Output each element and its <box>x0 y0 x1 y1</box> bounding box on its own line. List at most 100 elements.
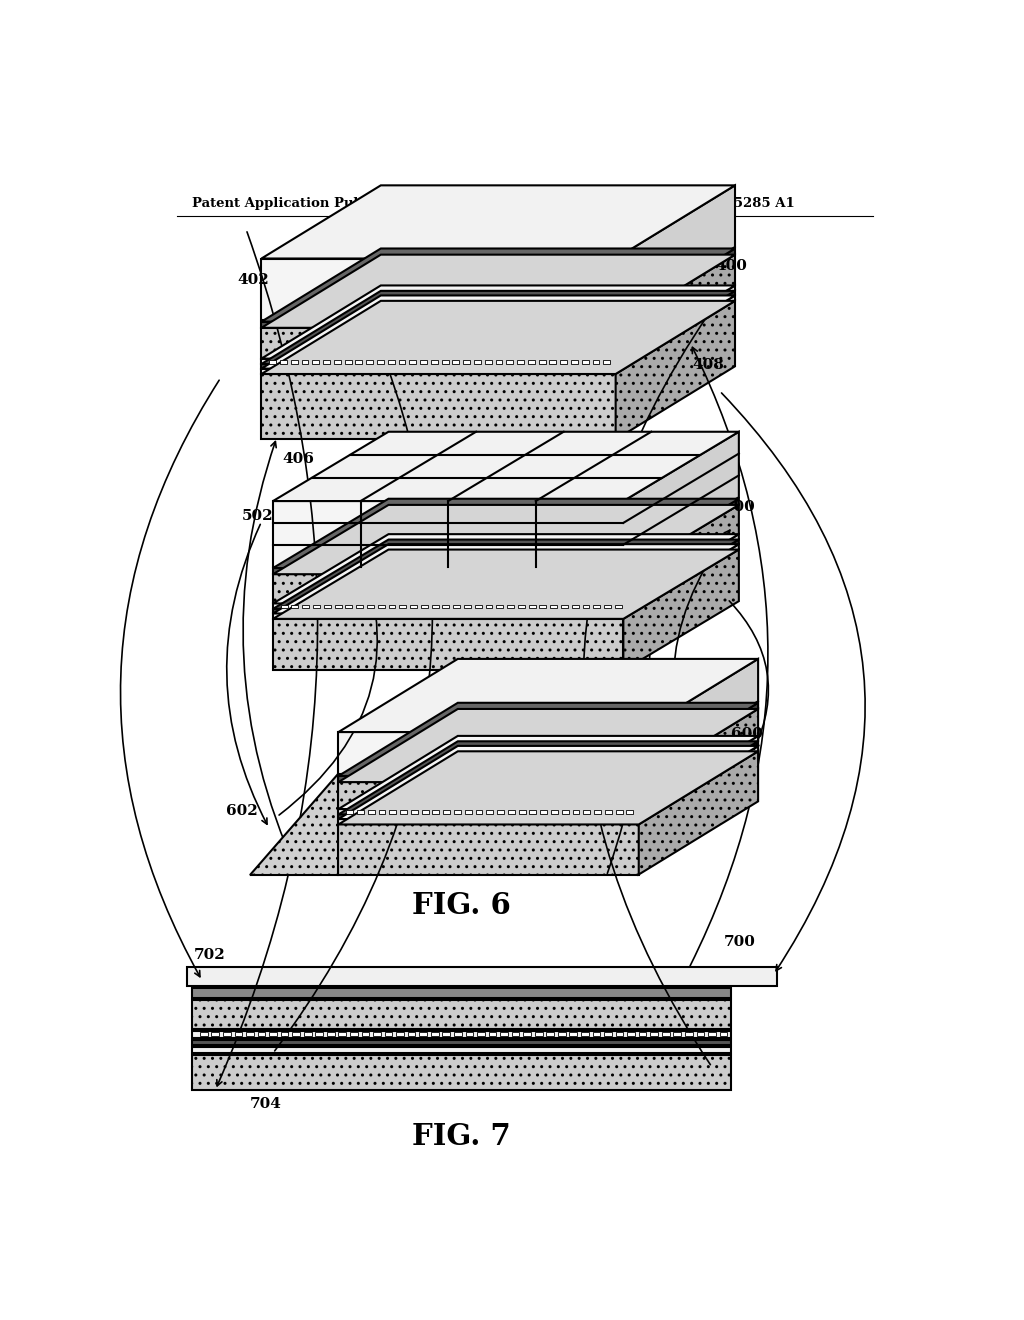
Bar <box>432 810 439 814</box>
Polygon shape <box>261 359 615 364</box>
Bar <box>594 810 601 814</box>
Bar <box>377 360 384 363</box>
Bar <box>497 810 504 814</box>
Bar <box>193 1047 731 1053</box>
Bar <box>324 605 331 609</box>
Polygon shape <box>261 368 615 374</box>
Bar <box>604 1032 611 1036</box>
Polygon shape <box>273 603 624 609</box>
Text: 702: 702 <box>194 948 225 962</box>
Text: 600: 600 <box>731 727 763 742</box>
Polygon shape <box>261 290 735 364</box>
Bar <box>614 605 622 609</box>
Bar <box>486 810 494 814</box>
Text: US 2013/0235285 A1: US 2013/0235285 A1 <box>639 197 795 210</box>
Bar <box>442 605 450 609</box>
Bar <box>234 1032 243 1036</box>
Bar <box>345 605 352 609</box>
Polygon shape <box>339 709 758 781</box>
Bar <box>200 1032 208 1036</box>
Polygon shape <box>273 549 739 619</box>
Polygon shape <box>639 746 758 825</box>
Polygon shape <box>624 506 739 603</box>
Bar <box>539 360 546 363</box>
Polygon shape <box>261 327 615 359</box>
Bar <box>302 605 309 609</box>
Text: Patent Application Publication: Patent Application Publication <box>193 197 419 210</box>
Polygon shape <box>339 814 639 818</box>
Polygon shape <box>273 619 624 671</box>
Polygon shape <box>624 432 739 566</box>
Polygon shape <box>624 549 739 671</box>
Bar <box>422 810 429 814</box>
Bar <box>421 605 428 609</box>
Text: 500: 500 <box>724 500 756 515</box>
Polygon shape <box>615 296 735 374</box>
Bar <box>443 810 451 814</box>
Bar <box>560 360 567 363</box>
Polygon shape <box>261 259 615 321</box>
Bar <box>368 810 375 814</box>
Bar <box>304 1032 311 1036</box>
Bar <box>541 810 547 814</box>
Bar <box>475 605 481 609</box>
Polygon shape <box>615 285 735 364</box>
Bar <box>269 1032 276 1036</box>
Bar <box>431 360 438 363</box>
Text: FIG. 7: FIG. 7 <box>413 1122 511 1151</box>
Polygon shape <box>615 290 735 368</box>
Bar <box>408 1032 416 1036</box>
Bar <box>301 360 308 363</box>
Bar <box>379 810 385 814</box>
Bar <box>357 810 364 814</box>
Bar <box>291 360 298 363</box>
Bar <box>523 1032 531 1036</box>
Bar <box>550 360 556 363</box>
Text: 700: 700 <box>724 936 756 949</box>
Polygon shape <box>339 659 758 733</box>
Text: 408: 408 <box>692 358 725 372</box>
Bar <box>389 810 396 814</box>
Bar <box>345 360 351 363</box>
Polygon shape <box>639 702 758 781</box>
Bar <box>528 605 536 609</box>
Polygon shape <box>339 737 758 809</box>
Bar <box>350 1032 357 1036</box>
Bar <box>603 360 610 363</box>
Polygon shape <box>261 285 735 359</box>
Bar <box>246 1032 254 1036</box>
Bar <box>572 810 580 814</box>
Bar <box>474 360 481 363</box>
Polygon shape <box>639 737 758 814</box>
Bar <box>496 360 503 363</box>
Bar <box>512 1032 519 1036</box>
Polygon shape <box>339 818 639 825</box>
Polygon shape <box>339 809 639 814</box>
Bar <box>419 1032 427 1036</box>
Bar <box>453 360 460 363</box>
Polygon shape <box>273 568 624 574</box>
Bar <box>378 605 385 609</box>
Polygon shape <box>339 825 639 875</box>
Polygon shape <box>615 301 735 440</box>
Bar <box>465 810 472 814</box>
Bar <box>281 1032 289 1036</box>
Bar <box>396 1032 403 1036</box>
Bar <box>518 810 525 814</box>
Text: 400: 400 <box>716 259 748 273</box>
Bar <box>583 605 590 609</box>
Bar <box>327 1032 335 1036</box>
Bar <box>639 1032 646 1036</box>
Bar <box>193 1031 731 1038</box>
Bar <box>477 1032 484 1036</box>
Polygon shape <box>261 322 615 327</box>
Polygon shape <box>639 742 758 818</box>
Bar <box>441 360 449 363</box>
Text: 406: 406 <box>283 451 314 466</box>
Bar <box>454 605 460 609</box>
Bar <box>339 1032 346 1036</box>
Polygon shape <box>273 506 739 574</box>
Bar <box>593 605 600 609</box>
Bar <box>507 605 514 609</box>
Bar <box>356 605 364 609</box>
